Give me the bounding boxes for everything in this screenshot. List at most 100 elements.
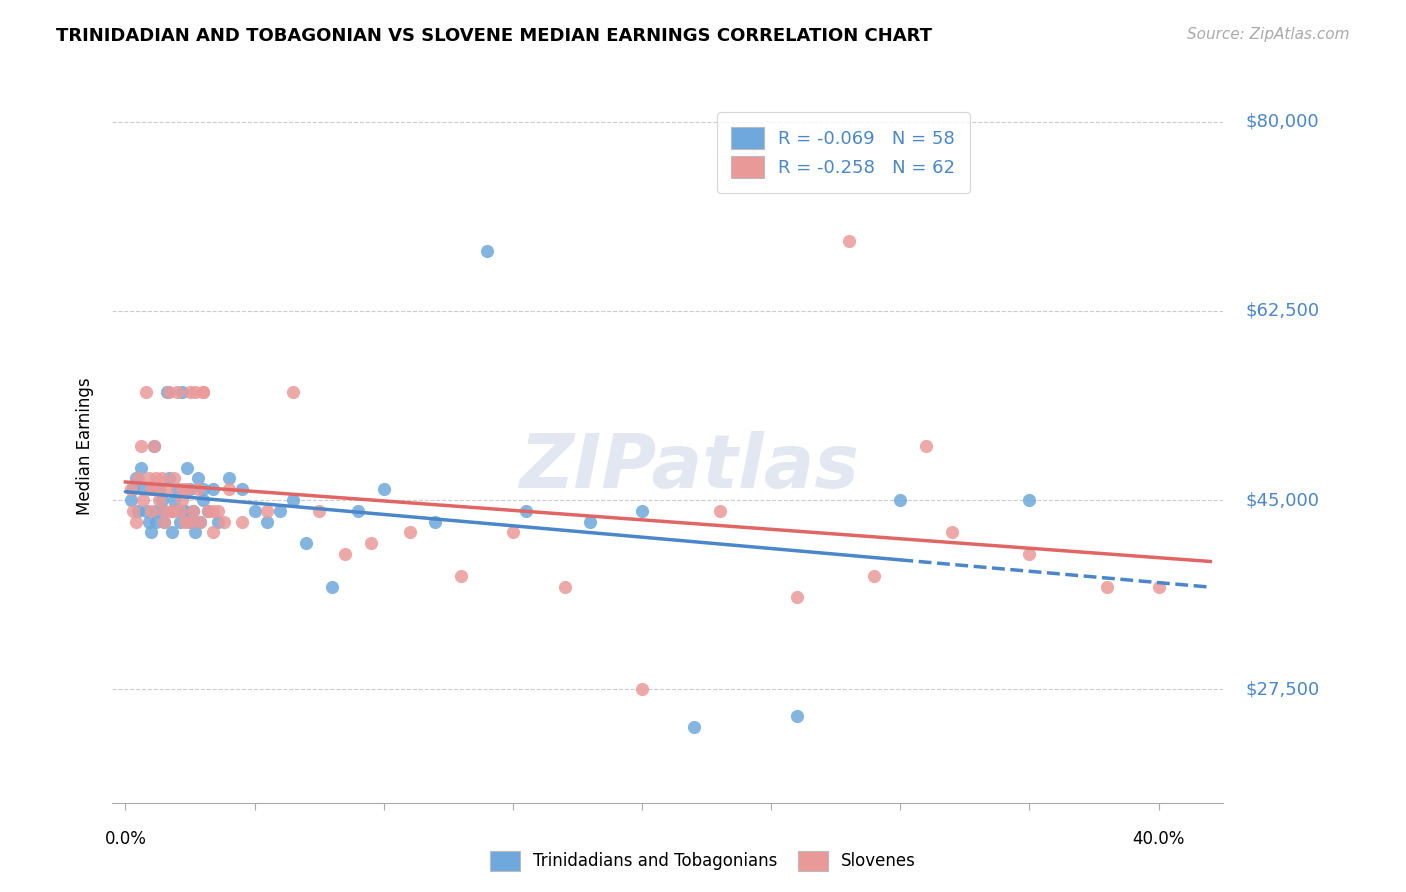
Point — [141, 482, 163, 496]
Text: Source: ZipAtlas.com: Source: ZipAtlas.com — [1187, 27, 1350, 42]
Point — [172, 384, 194, 399]
Point — [838, 234, 860, 248]
Point — [150, 471, 173, 485]
Point — [138, 471, 160, 485]
Point — [156, 384, 179, 399]
Point — [172, 482, 194, 496]
Point — [269, 504, 291, 518]
Point — [141, 482, 163, 496]
Point — [1018, 547, 1040, 561]
Text: $80,000: $80,000 — [1246, 112, 1319, 130]
Point — [125, 471, 148, 485]
Point — [187, 471, 209, 485]
Point — [153, 504, 176, 518]
Point — [1147, 580, 1170, 594]
Point — [153, 515, 176, 529]
Point — [132, 493, 155, 508]
Point — [145, 504, 167, 518]
Point — [179, 482, 201, 496]
Point — [122, 504, 145, 518]
Point — [218, 482, 240, 496]
Point — [398, 525, 420, 540]
Text: $45,000: $45,000 — [1246, 491, 1319, 509]
Point — [631, 682, 654, 697]
Point — [450, 568, 472, 582]
Point — [135, 384, 157, 399]
Point — [1018, 493, 1040, 508]
Point — [941, 525, 963, 540]
Point — [709, 504, 731, 518]
Text: 40.0%: 40.0% — [1132, 830, 1185, 847]
Point — [191, 384, 214, 399]
Point — [173, 504, 195, 518]
Point — [157, 471, 180, 485]
Point — [682, 720, 704, 734]
Point — [163, 493, 186, 508]
Point — [425, 515, 447, 529]
Point — [191, 493, 214, 508]
Text: 0.0%: 0.0% — [104, 830, 146, 847]
Point — [243, 504, 266, 518]
Point — [786, 591, 808, 605]
Point — [169, 504, 191, 518]
Point — [176, 460, 198, 475]
Point — [127, 471, 149, 485]
Point — [915, 439, 938, 453]
Point — [142, 439, 165, 453]
Point — [172, 493, 194, 508]
Point — [207, 515, 229, 529]
Text: $62,500: $62,500 — [1246, 301, 1320, 320]
Point — [138, 515, 160, 529]
Text: TRINIDADIAN AND TOBAGONIAN VS SLOVENE MEDIAN EARNINGS CORRELATION CHART: TRINIDADIAN AND TOBAGONIAN VS SLOVENE ME… — [56, 27, 932, 45]
Point — [889, 493, 911, 508]
Point — [295, 536, 318, 550]
Point — [169, 515, 191, 529]
Point — [373, 482, 395, 496]
Point — [256, 504, 278, 518]
Point — [188, 515, 211, 529]
Point — [202, 504, 225, 518]
Point — [172, 504, 194, 518]
Point — [141, 504, 163, 518]
Point — [187, 482, 209, 496]
Text: $27,500: $27,500 — [1246, 681, 1320, 698]
Point — [122, 482, 145, 496]
Point — [145, 471, 167, 485]
Point — [166, 482, 188, 496]
Point — [502, 525, 524, 540]
Point — [863, 568, 886, 582]
Point — [160, 504, 183, 518]
Point — [218, 471, 240, 485]
Point — [179, 515, 201, 529]
Point — [181, 504, 204, 518]
Point — [197, 504, 219, 518]
Point — [160, 504, 183, 518]
Point — [202, 525, 225, 540]
Point — [202, 482, 225, 496]
Point — [157, 384, 180, 399]
Point — [127, 504, 149, 518]
Point — [554, 580, 576, 594]
Point — [176, 482, 198, 496]
Point — [184, 525, 207, 540]
Point — [156, 482, 179, 496]
Point — [231, 482, 253, 496]
Point — [166, 384, 188, 399]
Point — [132, 482, 155, 496]
Point — [184, 384, 207, 399]
Point — [135, 504, 157, 518]
Point — [256, 515, 278, 529]
Point — [191, 482, 214, 496]
Point — [173, 515, 195, 529]
Point — [160, 525, 183, 540]
Point — [786, 709, 808, 723]
Point — [120, 482, 142, 496]
Point — [360, 536, 382, 550]
Point — [153, 515, 176, 529]
Legend: Trinidadians and Tobagonians, Slovenes: Trinidadians and Tobagonians, Slovenes — [482, 842, 924, 880]
Point — [129, 460, 152, 475]
Point — [515, 504, 537, 518]
Point — [129, 439, 152, 453]
Point — [179, 384, 201, 399]
Point — [145, 515, 167, 529]
